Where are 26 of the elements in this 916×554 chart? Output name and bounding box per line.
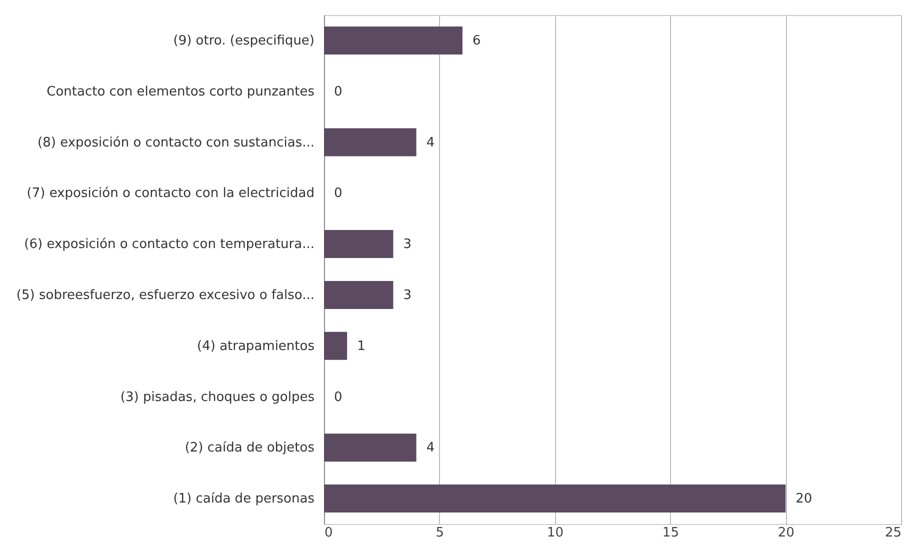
data-label: 20 [796,492,812,507]
data-label: 0 [334,186,342,202]
y-tick-label: (6) exposición o contacto con temperatura... [24,237,314,252]
x-tick-label: 5 [436,526,444,540]
y-tick-label: (8) exposición o contacto con sustancias... [38,135,314,150]
y-tick-label: (1) caída de personas [173,492,315,507]
data-label: 3 [403,288,412,303]
y-tick-label: Contacto con elementos corto punzantes [46,84,315,100]
data-label: 6 [472,33,481,48]
x-tick-label: 20 [778,526,794,540]
y-tick-label: (9) otro. (especifique) [173,33,314,48]
y-tick-label: (4) atrapamientos [197,338,315,354]
data-label: 4 [426,440,435,456]
data-label: 4 [426,135,435,150]
x-tick-label: 0 [324,526,333,540]
data-label: 0 [334,84,342,100]
data-label: 0 [334,390,342,405]
y-tick-label: (5) sobreesfuerzo, esfuerzo excesivo o falso... [16,288,314,303]
x-tick-label: 25 [884,526,902,540]
data-label: 1 [357,338,366,354]
y-tick-label: (3) pisadas, choques o golpes [120,390,315,405]
y-tick-label: (2) caída de objetos [184,440,315,456]
x-tick-label: 10 [547,526,564,540]
x-tick-label: 15 [662,526,679,540]
y-tick-label: (7) exposición o contacto con la electricidad [26,186,314,202]
data-label: 3 [403,237,412,252]
